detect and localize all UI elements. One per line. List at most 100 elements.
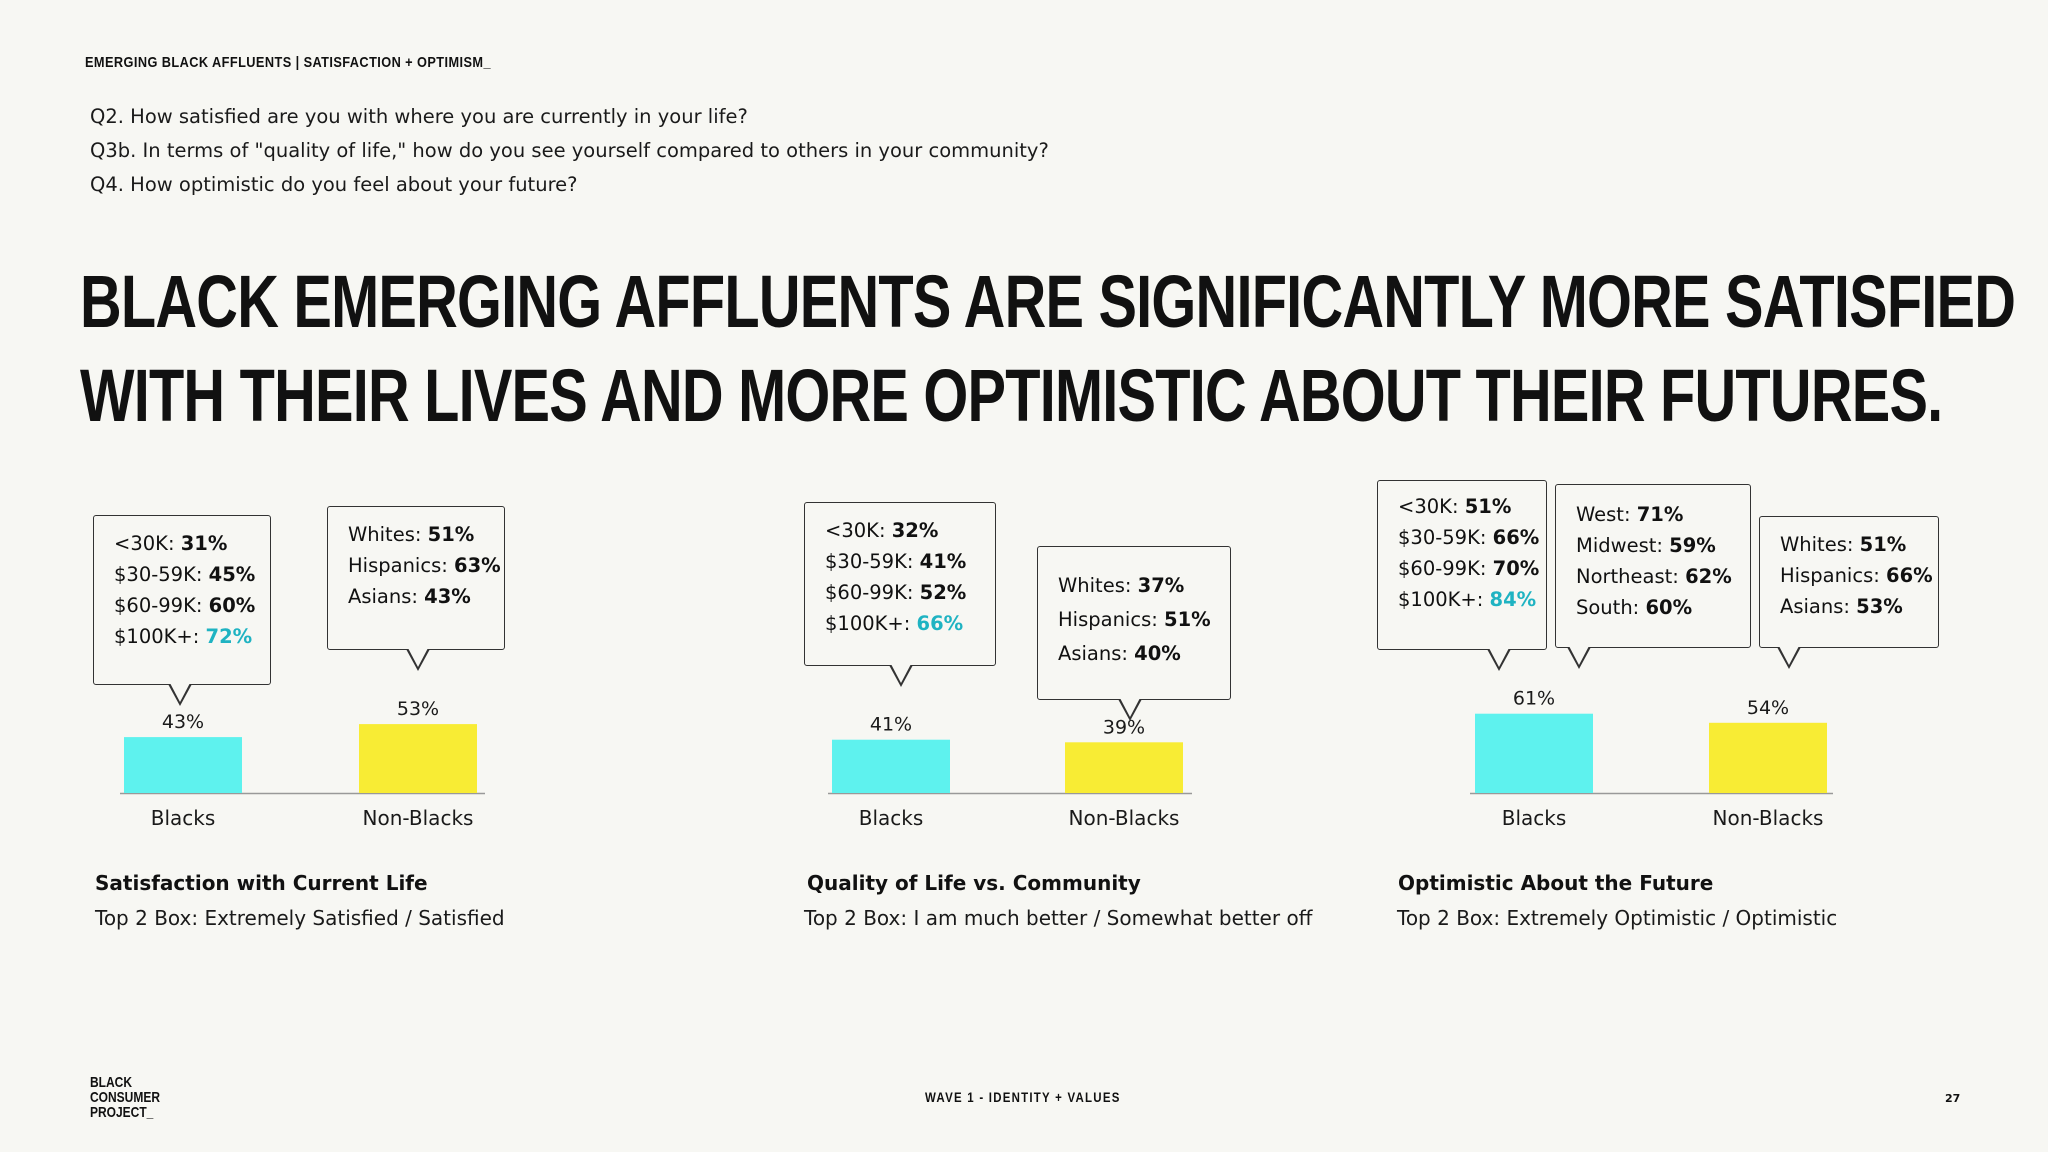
callout-row-label: $30-59K: bbox=[1398, 526, 1493, 549]
callout-row-label: Hispanics: bbox=[1058, 608, 1164, 631]
callout-row-value: 31% bbox=[180, 532, 228, 555]
callout-row-label: Asians: bbox=[348, 585, 425, 608]
callout-row-value: 51% bbox=[427, 523, 475, 546]
callout-row: Hispanics: 63% bbox=[348, 550, 501, 581]
callout-row-value: 72% bbox=[205, 625, 253, 648]
callout-row-label: $30-59K: bbox=[825, 550, 920, 573]
callout-row: <30K: 51% bbox=[1398, 491, 1526, 522]
bar-blacks bbox=[1475, 713, 1593, 793]
category-label: Blacks bbox=[151, 806, 216, 830]
callout-row-value: 66% bbox=[1886, 564, 1933, 587]
category-label: Non-Blacks bbox=[363, 806, 474, 830]
callout-income: <30K: 32% $30-59K: 41% $60-99K: 52% $100K+:… bbox=[804, 502, 996, 666]
callout-row: Hispanics: 66% bbox=[1780, 560, 1933, 591]
category-label: Blacks bbox=[859, 806, 924, 830]
category-label: Non-Blacks bbox=[1713, 806, 1824, 830]
headline-line-1: BLACK EMERGING AFFLUENTS ARE SIGNIFICANT… bbox=[80, 260, 2016, 343]
callout-row-label: West: bbox=[1576, 503, 1637, 526]
chart-title: Satisfaction with Current Life bbox=[95, 871, 428, 895]
bar-value-label: 61% bbox=[1513, 688, 1555, 710]
callout-row-label: $100K+: bbox=[825, 612, 917, 635]
callout-row-value: 66% bbox=[1492, 526, 1540, 549]
callout-row-value: 43% bbox=[424, 585, 471, 608]
callout-row: South: 60% bbox=[1576, 592, 1730, 623]
callout-row: Whites: 51% bbox=[348, 519, 484, 550]
brand-logo: BLACK CONSUMER PROJECT_ bbox=[90, 1075, 160, 1120]
callout-row: Northeast: 62% bbox=[1576, 561, 1732, 592]
headline: BLACK EMERGING AFFLUENTS ARE SIGNIFICANT… bbox=[80, 255, 2016, 443]
callout-ethnicity: Whites: 51% Hispanics: 66% Asians: 53% bbox=[1759, 516, 1939, 648]
callout-row-value: 37% bbox=[1137, 574, 1185, 597]
question-q3b: Q3b. In terms of "quality of life," how … bbox=[90, 139, 1049, 162]
callout-row-value: 60% bbox=[208, 594, 256, 617]
callout-ethnicity: Whites: 51% Hispanics: 63% Asians: 43% bbox=[327, 506, 505, 650]
callout-row-label: <30K: bbox=[825, 519, 892, 542]
question-q4: Q4. How optimistic do you feel about you… bbox=[90, 173, 578, 196]
callout-row-value: 52% bbox=[919, 581, 967, 604]
callout-region: West: 71% Midwest: 59% Northeast: 62% South… bbox=[1555, 484, 1751, 648]
callout-ethnicity: Whites: 37% Hispanics: 51% Asians: 40% bbox=[1037, 546, 1231, 700]
logo-line: CONSUMER bbox=[90, 1089, 161, 1106]
callout-row-value: 71% bbox=[1636, 503, 1684, 526]
callout-row: $100K+: 66% bbox=[825, 608, 975, 639]
callout-row-label: $60-99K: bbox=[114, 594, 209, 617]
callout-row: $60-99K: 52% bbox=[825, 577, 975, 608]
callout-row: $60-99K: 70% bbox=[1398, 553, 1539, 584]
bar-non-blacks bbox=[1709, 722, 1827, 793]
callout-row-value: 51% bbox=[1464, 495, 1512, 518]
page-number: 27 bbox=[1945, 1092, 1961, 1105]
callout-row-label: Asians: bbox=[1780, 595, 1857, 618]
callout-row: <30K: 31% bbox=[114, 528, 250, 559]
callout-row-label: $30-59K: bbox=[114, 563, 209, 586]
callout-row-value: 70% bbox=[1492, 557, 1540, 580]
eyebrow: EMERGING BLACK AFFLUENTS | SATISFACTION … bbox=[85, 54, 491, 71]
callout-row-label: Asians: bbox=[1058, 642, 1135, 665]
callout-row: $30-59K: 45% bbox=[114, 559, 255, 590]
question-q2: Q2. How satisfied are you with where you… bbox=[90, 105, 748, 128]
chart-subtitle: Top 2 Box: Extremely Satisfied / Satisfi… bbox=[95, 906, 505, 930]
bar-value-label: 41% bbox=[870, 714, 912, 736]
category-label: Blacks bbox=[1502, 806, 1567, 830]
callout-row: Midwest: 59% bbox=[1576, 530, 1730, 561]
chart-title: Optimistic About the Future bbox=[1398, 871, 1714, 895]
bar-blacks bbox=[832, 739, 950, 793]
chart-quality-of-life-svg: 41% Blacks 39% Non-Blacks bbox=[828, 714, 1192, 830]
bar-blacks bbox=[124, 737, 242, 793]
callout-row-label: $100K+: bbox=[114, 625, 206, 648]
callout-row-label: Whites: bbox=[1058, 574, 1138, 597]
callout-row-label: $60-99K: bbox=[825, 581, 920, 604]
callout-row-value: 32% bbox=[891, 519, 939, 542]
callout-row-label: <30K: bbox=[114, 532, 181, 555]
callout-row-value: 63% bbox=[454, 554, 501, 577]
chart-quality-of-life: 41% Blacks 39% Non-Blacks <30K: 32% $30-59K:… bbox=[800, 480, 1360, 950]
callout-row-value: 84% bbox=[1489, 588, 1537, 611]
footer-section-label: WAVE 1 - IDENTITY + VALUES bbox=[925, 1089, 1121, 1105]
logo-line: BLACK bbox=[90, 1074, 132, 1091]
chart-subtitle: Top 2 Box: I am much better / Somewhat b… bbox=[804, 906, 1313, 930]
callout-income: <30K: 51% $30-59K: 66% $60-99K: 70% $100K+:… bbox=[1377, 480, 1547, 650]
callout-row: $100K+: 72% bbox=[114, 621, 253, 652]
callout-row-value: 62% bbox=[1685, 565, 1732, 588]
callout-row-label: $100K+: bbox=[1398, 588, 1490, 611]
callout-row: Hispanics: 51% bbox=[1058, 603, 1211, 637]
callout-row: $30-59K: 66% bbox=[1398, 522, 1539, 553]
callout-row-label: <30K: bbox=[1398, 495, 1465, 518]
callout-row-label: Whites: bbox=[348, 523, 428, 546]
logo-line: PROJECT_ bbox=[90, 1104, 154, 1121]
chart-satisfaction: 43% Blacks 53% Non-Blacks <30K: 31% $30-59K:… bbox=[90, 480, 530, 950]
chart-satisfaction-svg: 43% Blacks 53% Non-Blacks bbox=[120, 698, 485, 830]
callout-row-label: Midwest: bbox=[1576, 534, 1670, 557]
callout-row: Asians: 43% bbox=[348, 581, 484, 612]
callout-row: $60-99K: 60% bbox=[114, 590, 255, 621]
questions: Q2. How satisfied are you with where you… bbox=[90, 100, 1049, 202]
category-label: Non-Blacks bbox=[1069, 806, 1180, 830]
callout-row: $100K+: 84% bbox=[1398, 584, 1536, 615]
callout-income: <30K: 31% $30-59K: 45% $60-99K: 60% $100K+:… bbox=[93, 515, 271, 685]
bar-non-blacks bbox=[359, 724, 477, 793]
callout-row-value: 60% bbox=[1645, 596, 1693, 619]
callout-row: $30-59K: 41% bbox=[825, 546, 975, 577]
callout-row-label: Hispanics: bbox=[1780, 564, 1886, 587]
callout-row: Asians: 40% bbox=[1058, 637, 1210, 671]
chart-subtitle: Top 2 Box: Extremely Optimistic / Optimi… bbox=[1397, 906, 1838, 930]
callout-row: <30K: 32% bbox=[825, 515, 975, 546]
